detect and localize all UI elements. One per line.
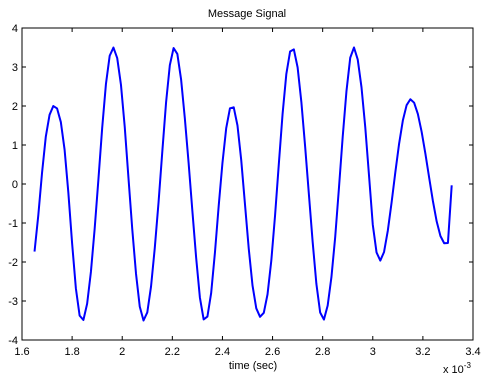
x-tick-label: 2.2 <box>165 346 180 358</box>
x-axis-multiplier: x 10-3 <box>443 361 471 376</box>
x-axis-multiplier-base: x 10 <box>443 364 464 376</box>
y-tick-label: -1 <box>8 218 18 230</box>
x-axis-label: time (sec) <box>229 360 277 372</box>
series-layer <box>33 46 453 322</box>
x-axis-ticks: 1.6 1.8 2 2.2 2.4 2.6 2.8 3 3.2 3.4 <box>14 28 481 358</box>
x-tick-label: 2 <box>119 346 125 358</box>
y-tick-label: -4 <box>8 335 18 347</box>
y-tick-label: 3 <box>12 62 18 74</box>
y-tick-label: 4 <box>12 23 18 35</box>
y-tick-label: -3 <box>8 296 18 308</box>
y-axis-ticks: 4 3 2 1 0 -1 -2 -3 -4 <box>8 23 473 347</box>
x-tick-label: 2.6 <box>265 346 280 358</box>
x-tick-label: 3 <box>370 346 376 358</box>
x-axis-multiplier-exponent: -3 <box>464 361 472 370</box>
y-tick-label: 0 <box>12 179 18 191</box>
x-tick-label: 3.4 <box>465 346 480 358</box>
plot-frame <box>21 27 474 341</box>
x-tick-label: 2.8 <box>315 346 330 358</box>
x-tick-label: 1.6 <box>14 346 29 358</box>
y-tick-label: 1 <box>12 140 18 152</box>
y-tick-label: 2 <box>12 101 18 113</box>
x-tick-label: 3.2 <box>415 346 430 358</box>
message-signal-line <box>33 46 453 322</box>
x-tick-label: 1.8 <box>64 346 79 358</box>
x-tick-label: 2.4 <box>215 346 230 358</box>
y-tick-label: -2 <box>8 257 18 269</box>
chart-title: Message Signal <box>208 8 286 20</box>
